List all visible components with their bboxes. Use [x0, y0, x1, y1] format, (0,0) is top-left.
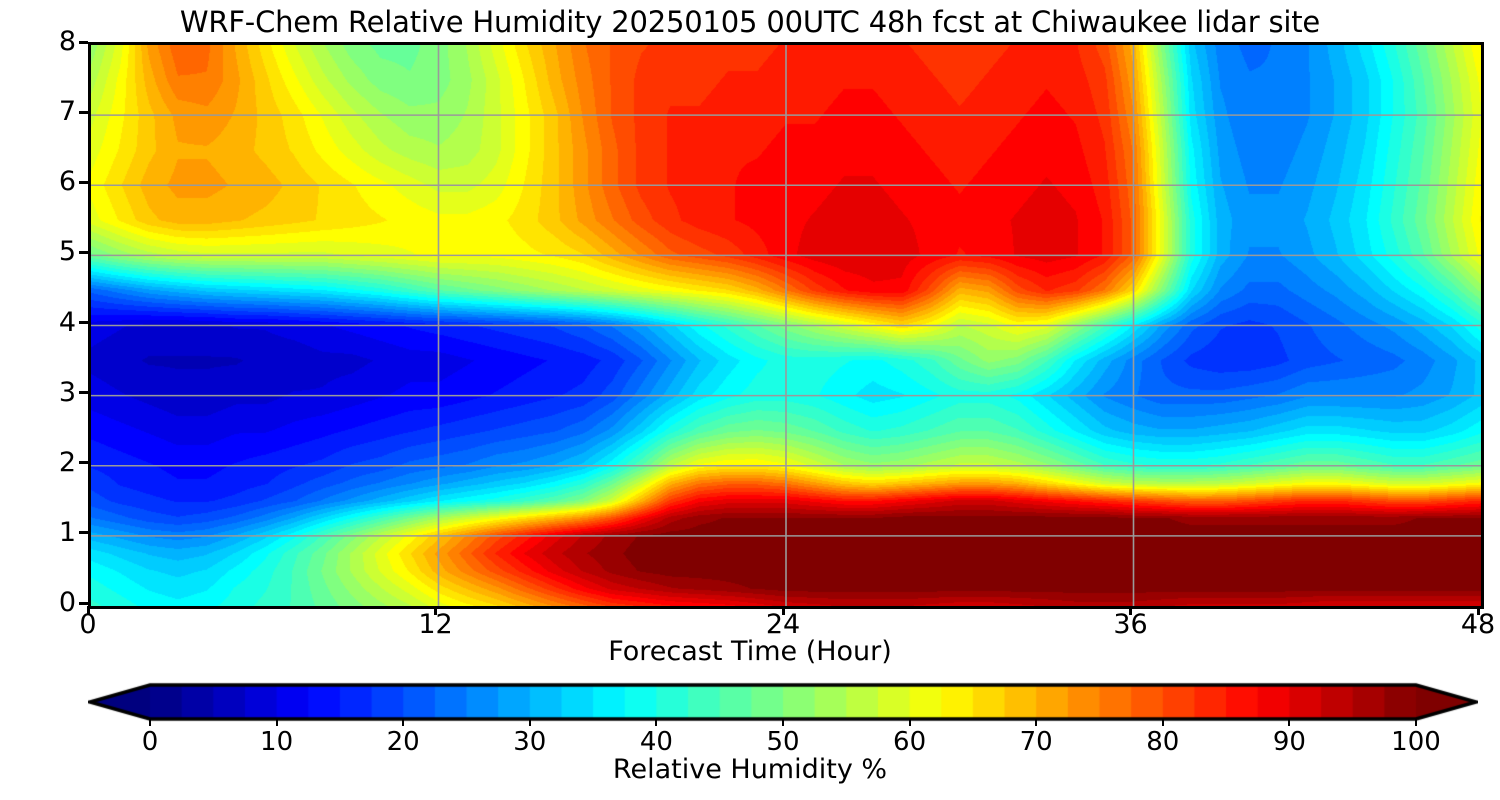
y-tick-label: 5 — [58, 236, 76, 268]
x-tick-label: 36 — [1113, 609, 1148, 640]
colorbar-tick-label: 60 — [893, 727, 927, 757]
x-tick-label: 48 — [1460, 609, 1496, 640]
relative-humidity-heatmap — [91, 45, 1481, 606]
colorbar — [88, 681, 1478, 723]
y-tick-label: 8 — [58, 26, 76, 57]
colorbar-label: Relative Humidity % — [612, 754, 888, 785]
y-tick-label: 1 — [58, 516, 76, 548]
y-tick-mark — [79, 391, 88, 395]
colorbar-tick-label: 0 — [141, 727, 159, 757]
colorbar-tick-label: 90 — [1272, 727, 1306, 757]
colorbar-gradient — [88, 681, 1478, 723]
y-tick-mark — [79, 110, 88, 114]
colorbar-tick-mark — [528, 719, 531, 726]
y-tick-mark — [79, 40, 88, 44]
colorbar-tick-mark — [1161, 719, 1164, 726]
x-tick-mark — [86, 606, 90, 615]
main-axes — [88, 42, 1484, 609]
y-tick-mark — [79, 321, 88, 324]
colorbar-tick-mark — [275, 719, 278, 726]
colorbar-tick-label: 80 — [1146, 727, 1180, 757]
y-tick-label: 2 — [58, 446, 76, 478]
colorbar-tick-label: 10 — [260, 727, 294, 757]
x-tick-label: 24 — [765, 609, 801, 640]
y-tick-label: 0 — [58, 587, 76, 618]
y-tick-label: 3 — [58, 376, 76, 408]
colorbar-tick-mark — [655, 719, 658, 726]
y-tick-mark — [79, 180, 88, 184]
colorbar-tick-label: 100 — [1391, 727, 1441, 757]
colorbar-tick-mark — [402, 719, 405, 726]
x-tick-mark — [1129, 606, 1132, 615]
x-tick-label: 12 — [418, 609, 453, 640]
colorbar-tick-label: 40 — [639, 727, 673, 757]
colorbar-tick-mark — [782, 719, 784, 726]
x-tick-mark — [434, 606, 437, 615]
colorbar-tick-label: 70 — [1019, 727, 1053, 757]
colorbar-tick-label: 20 — [386, 727, 420, 757]
y-tick-label: 4 — [58, 306, 76, 338]
colorbar-tick-mark — [149, 719, 151, 726]
y-tick-mark — [79, 461, 88, 465]
colorbar-tick-label: 50 — [766, 727, 800, 757]
y-tick-mark — [79, 601, 88, 605]
x-axis-label: Forecast Time (Hour) — [608, 636, 892, 667]
colorbar-tick-label: 30 — [513, 727, 547, 757]
y-tick-mark — [79, 250, 88, 254]
y-tick-label: 6 — [58, 166, 76, 198]
colorbar-tick-mark — [1415, 719, 1417, 726]
colorbar-tick-mark — [1288, 719, 1291, 726]
y-tick-label: 7 — [58, 96, 76, 128]
x-tick-mark — [781, 606, 785, 615]
x-tick-label: 0 — [79, 609, 97, 640]
page-title: WRF-Chem Relative Humidity 20250105 00UT… — [179, 5, 1321, 39]
y-tick-mark — [79, 531, 88, 535]
colorbar-tick-mark — [908, 719, 911, 726]
x-tick-mark — [1476, 606, 1480, 615]
colorbar-tick-mark — [1035, 719, 1038, 726]
